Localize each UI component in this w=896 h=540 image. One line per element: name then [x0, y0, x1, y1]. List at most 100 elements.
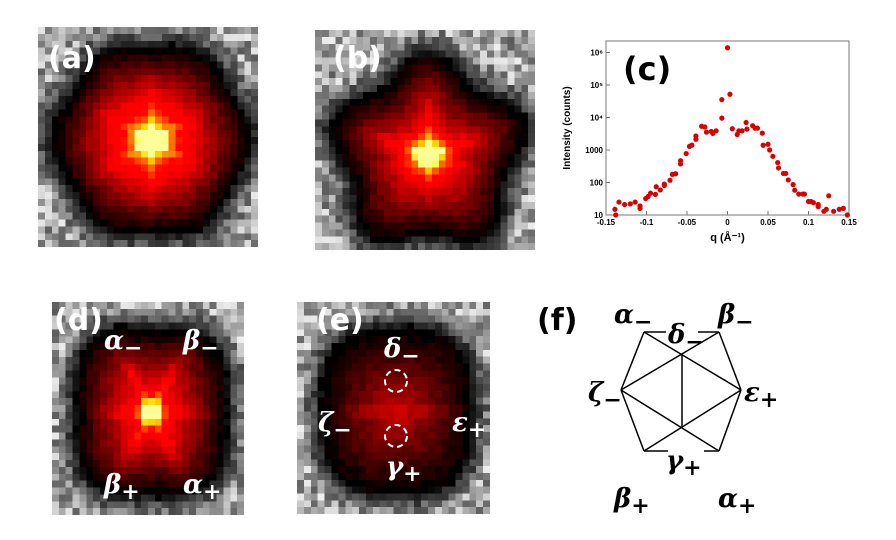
data-point	[767, 147, 773, 153]
data-point	[612, 206, 618, 212]
panel-label-a: (a)	[48, 41, 96, 76]
data-point	[724, 45, 731, 51]
annot-d-beta-plus: β+	[104, 470, 140, 505]
data-point	[739, 128, 745, 134]
data-point	[844, 212, 850, 218]
panel-a-scattering-image	[38, 27, 258, 247]
annot-e-delta-minus: δ−	[384, 334, 420, 369]
hexagon-diagram	[620, 331, 742, 452]
data-point	[703, 129, 710, 135]
data-point	[689, 142, 695, 148]
data-point	[785, 177, 791, 183]
data-point	[657, 187, 663, 193]
annot-d-beta-minus: β−	[183, 326, 219, 361]
y-tick-label: 10⁵	[590, 81, 603, 90]
annot-f-delta-minus: δ−	[668, 320, 704, 355]
data-point	[815, 204, 821, 210]
data-point	[754, 125, 761, 131]
panel-e-scattering-image	[297, 302, 490, 514]
y-tick-label: 10	[594, 211, 603, 220]
data-point	[775, 159, 781, 166]
data-point	[831, 208, 837, 214]
hex-edge	[718, 389, 742, 452]
panel-label-b: (b)	[333, 41, 382, 76]
annot-f-beta-plus: β+	[614, 484, 650, 519]
x-tick-label: -0.1	[640, 218, 654, 227]
y-tick-label: 100	[590, 179, 604, 188]
data-point	[790, 182, 796, 188]
data-point	[823, 206, 829, 212]
annot-f-beta-minus: β−	[718, 300, 754, 335]
data-point	[759, 130, 765, 136]
data-point	[727, 91, 733, 97]
data-point	[719, 97, 725, 103]
annot-d-alpha-minus: α−	[104, 326, 143, 361]
y-tick-label: 1000	[585, 146, 603, 155]
y-axis-label: Intensity (counts)	[562, 86, 573, 169]
intensity-chart: -0.15 -0.1 -0.05 0 0.05 0.1 0.15 10 100 1000 10⁴ 10…	[562, 40, 857, 244]
y-tick-label: 10⁶	[590, 49, 603, 58]
data-point	[632, 199, 638, 205]
data-point	[796, 191, 802, 197]
data-point	[836, 206, 842, 212]
data-point	[719, 115, 725, 121]
hex-edge	[620, 331, 645, 391]
x-tick-label: -0.05	[678, 218, 697, 227]
annot-d-alpha-plus: α+	[183, 470, 222, 505]
data-point	[744, 126, 750, 132]
diagonal	[620, 389, 720, 452]
data-point	[810, 200, 816, 206]
diagonal	[620, 331, 720, 391]
data-point	[826, 193, 832, 199]
annot-e-epsilon-plus: ε+	[452, 408, 487, 443]
x-tick-label: -0.15	[597, 218, 616, 227]
data-point	[647, 190, 654, 196]
data-point	[613, 212, 619, 218]
data-point	[637, 205, 643, 211]
data-point	[792, 187, 798, 193]
diagonal	[643, 389, 742, 452]
panel-d-scattering-image	[52, 302, 244, 515]
annot-f-epsilon-plus: ε+	[744, 378, 779, 413]
data-point	[667, 177, 673, 183]
data-point	[693, 133, 699, 139]
data-point	[627, 201, 633, 207]
dashed-circle-lower	[384, 424, 408, 448]
panel-label-f: (f)	[537, 303, 578, 338]
x-tick-label: 0	[725, 218, 730, 227]
panel-label-e: (e)	[316, 303, 364, 338]
data-point	[616, 199, 622, 205]
data-point	[673, 171, 679, 177]
panel-b-scattering-image	[315, 30, 535, 250]
annot-e-gamma-plus: γ+	[386, 452, 422, 487]
data-point	[729, 126, 735, 132]
annot-f-alpha-minus: α−	[614, 300, 653, 335]
data-point	[840, 205, 846, 211]
dashed-circle-upper	[384, 369, 408, 393]
x-tick-label: 0.1	[803, 218, 815, 227]
x-tick-label: 0.05	[760, 218, 776, 227]
x-axis-label: q (Å⁻¹)	[710, 231, 745, 244]
data-point	[760, 142, 766, 148]
x-tick-label: 0.15	[841, 218, 857, 227]
annot-f-gamma-plus: γ+	[666, 446, 702, 481]
data-point	[683, 150, 689, 157]
data-point	[801, 191, 808, 197]
panel-label-d: (d)	[54, 303, 103, 338]
plot-frame	[605, 40, 850, 216]
data-point	[765, 141, 771, 147]
data-point	[652, 191, 659, 198]
data-point	[702, 124, 708, 130]
data-point	[622, 201, 628, 208]
data-point	[653, 184, 659, 190]
data-point	[743, 119, 749, 126]
annot-f-alpha-plus: α+	[718, 484, 757, 519]
data-point	[661, 182, 667, 189]
data-point	[783, 170, 789, 177]
data-point	[770, 153, 776, 159]
data-point	[677, 158, 684, 164]
hex-edge	[620, 389, 645, 452]
data-point	[713, 128, 719, 134]
